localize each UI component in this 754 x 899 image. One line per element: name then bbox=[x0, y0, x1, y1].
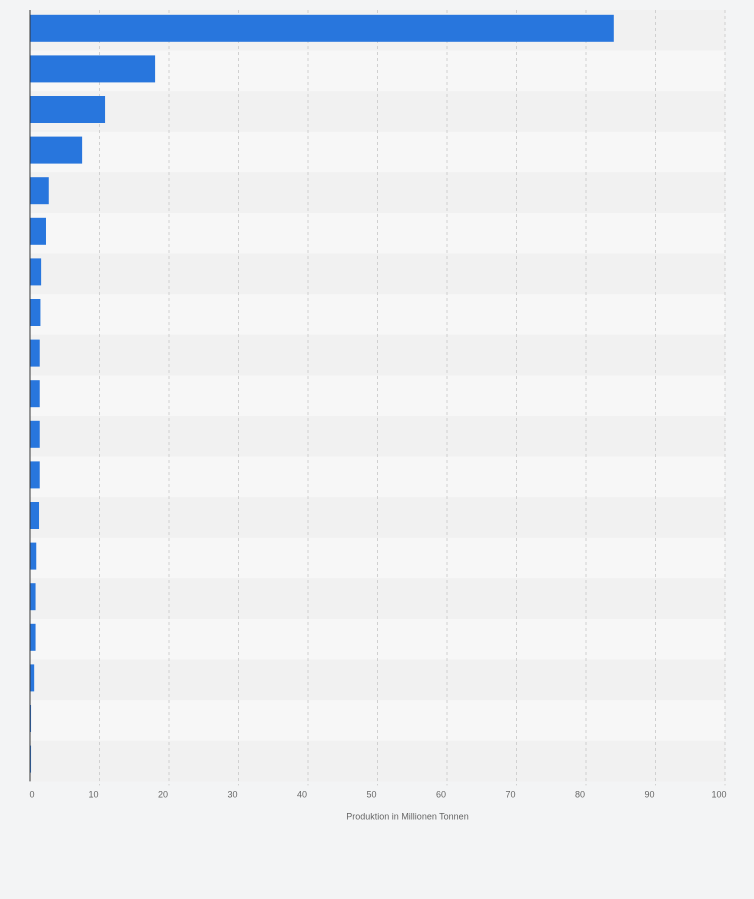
bars bbox=[30, 14, 614, 773]
bar bbox=[30, 55, 156, 83]
bar bbox=[30, 623, 36, 651]
x-tick-label: 100 bbox=[711, 789, 726, 799]
x-axis-title: Produktion in Millionen Tonnen bbox=[346, 811, 468, 821]
bar bbox=[30, 339, 40, 367]
bar bbox=[30, 502, 40, 529]
x-tick-label: 40 bbox=[297, 789, 307, 799]
bar bbox=[30, 14, 614, 42]
bar bbox=[30, 96, 106, 123]
x-tick-label: 80 bbox=[575, 789, 585, 799]
bar bbox=[30, 664, 35, 692]
x-tick-label: 20 bbox=[158, 789, 168, 799]
x-tick-label: 50 bbox=[366, 789, 376, 799]
x-tick-label: 70 bbox=[505, 789, 515, 799]
bar bbox=[30, 380, 40, 408]
bar bbox=[30, 745, 32, 773]
bar bbox=[30, 177, 49, 205]
x-tick-label: 0 bbox=[29, 789, 34, 799]
x-tick-label: 60 bbox=[436, 789, 446, 799]
bar bbox=[30, 705, 32, 732]
bar bbox=[30, 258, 42, 286]
bar bbox=[30, 136, 83, 164]
x-tick-label: 10 bbox=[88, 789, 98, 799]
x-tick-label: 30 bbox=[227, 789, 237, 799]
x-tick-label: 90 bbox=[644, 789, 654, 799]
x-axis-ticks: 0 10 20 30 40 50 60 70 80 90 100 bbox=[29, 789, 726, 799]
bar bbox=[30, 461, 40, 489]
bar bbox=[30, 542, 37, 570]
bar bbox=[30, 299, 41, 326]
bar bbox=[30, 217, 46, 245]
bar bbox=[30, 420, 40, 448]
bar bbox=[30, 583, 36, 611]
